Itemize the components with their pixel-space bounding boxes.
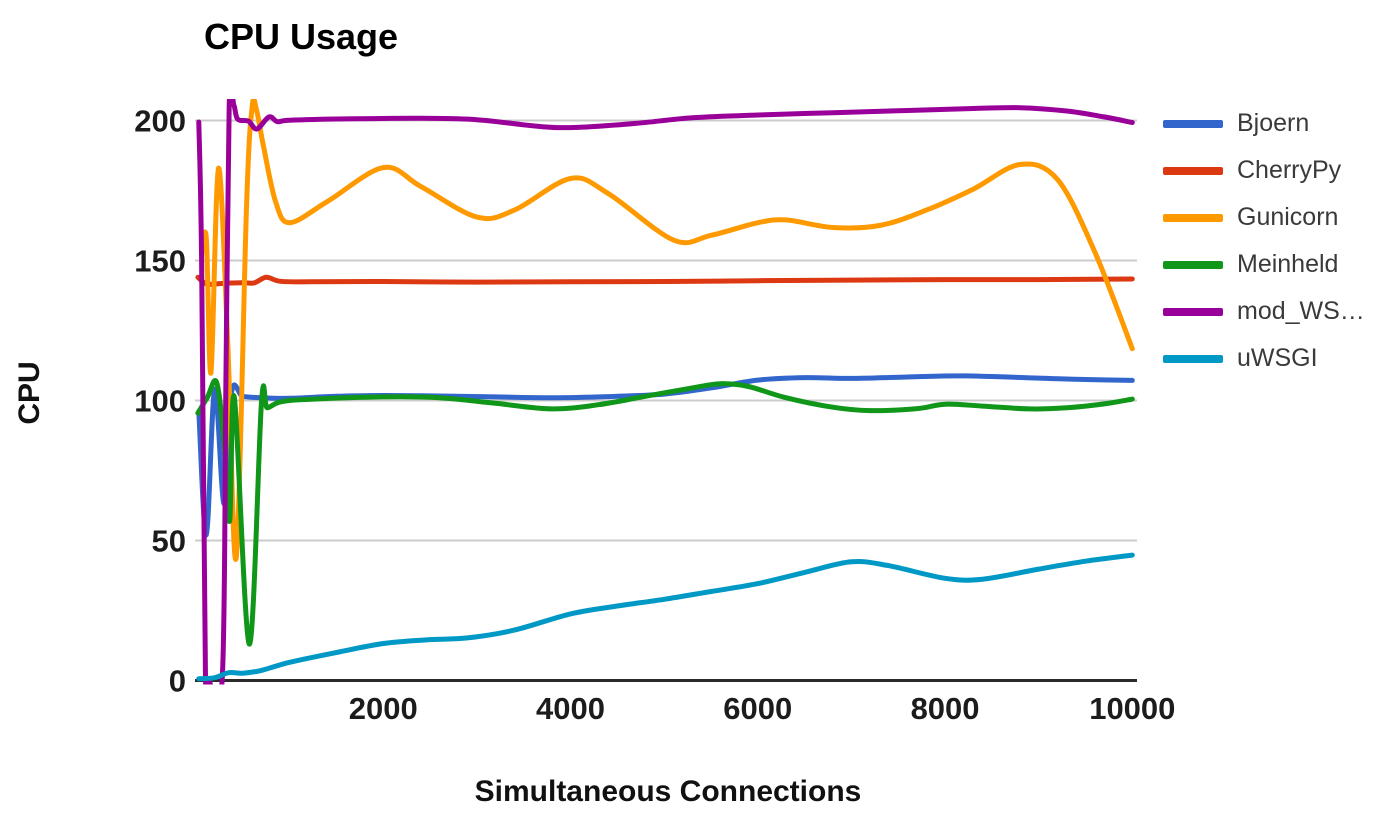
legend-label: Meinheld [1237, 250, 1339, 278]
legend-swatch [1163, 307, 1223, 316]
x-tick-label-8000: 8000 [911, 691, 980, 726]
legend-label: mod_WS… [1237, 297, 1365, 325]
legend-label: Bjoern [1237, 109, 1310, 137]
x-tick-label-10000: 10000 [1089, 691, 1175, 726]
legend-item-bjoern: Bjoern [1163, 100, 1365, 147]
legend-swatch [1163, 166, 1223, 175]
legend-item-uwsgi: uWSGI [1163, 335, 1365, 382]
legend-label: CherryPy [1237, 156, 1342, 184]
series-line-cherrypy[interactable] [195, 274, 1135, 287]
legend-swatch [1163, 354, 1223, 363]
legend-swatch [1163, 260, 1223, 269]
series-line-uwsgi[interactable] [196, 552, 1135, 682]
legend: Bjoern CherryPy Gunicorn Meinheld mod_WS… uWS… [1163, 100, 1365, 382]
legend-swatch [1163, 119, 1223, 128]
legend-item-gunicorn: Gunicorn [1163, 194, 1365, 241]
legend-label: Gunicorn [1237, 203, 1339, 231]
y-tick-label-100: 100 [134, 384, 186, 419]
series-line-mod-ws-[interactable] [196, 85, 1135, 703]
legend-label: uWSGI [1237, 344, 1318, 372]
x-tick-label-4000: 4000 [536, 691, 605, 726]
y-tick-label-0: 0 [169, 664, 186, 699]
legend-item-meinheld: Meinheld [1163, 241, 1365, 288]
series-line-gunicorn[interactable] [199, 99, 1135, 562]
y-tick-label-200: 200 [134, 104, 186, 139]
legend-item-cherrypy: CherryPy [1163, 147, 1365, 194]
y-tick-label-50: 50 [152, 524, 186, 559]
series-line-meinheld[interactable] [195, 378, 1135, 647]
chart-title: CPU Usage [204, 16, 399, 57]
legend-swatch [1163, 213, 1223, 222]
x-axis-title: Simultaneous Connections [474, 775, 862, 808]
y-tick-label-150: 150 [134, 244, 186, 279]
x-tick-label-2000: 2000 [349, 691, 418, 726]
legend-item-mod-ws-: mod_WS… [1163, 288, 1365, 335]
x-tick-label-6000: 6000 [723, 691, 792, 726]
